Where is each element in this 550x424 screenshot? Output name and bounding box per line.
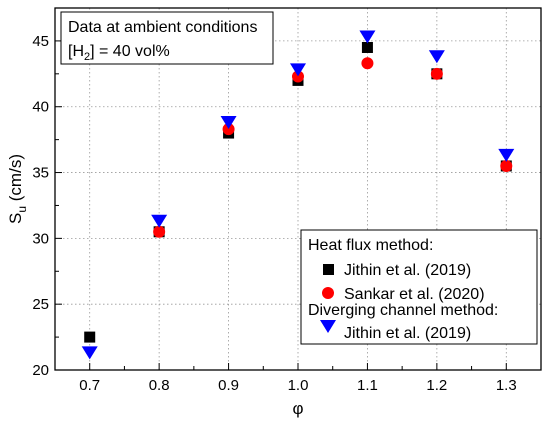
annotation-box: Data at ambient conditions [H2] = 40 vol…	[60, 11, 274, 65]
y-axis-subscript: u	[15, 206, 29, 213]
y-axis-title: Su (cm/s)	[6, 154, 29, 224]
data-point-circle	[222, 123, 235, 136]
legend-label-series-1: Jithin et al. (2019)	[344, 262, 471, 279]
data-point-triangle	[81, 346, 98, 360]
data-point-square	[361, 41, 373, 53]
y-axis-unit: (cm/s)	[6, 154, 25, 206]
data-marks	[81, 30, 515, 360]
x-tick-label: 1.0	[288, 377, 309, 394]
x-axis-title: φ	[292, 399, 303, 418]
legend-group-diverging: Diverging channel method:	[308, 302, 498, 319]
annotation-line-2: [H2] = 40 vol%	[68, 43, 170, 63]
data-point-circle	[361, 57, 374, 70]
data-point-circle	[292, 70, 304, 83]
annotation-frame	[60, 11, 274, 65]
x-tick-label: 0.8	[149, 377, 170, 394]
y-tick-label: 40	[32, 99, 49, 116]
y-tick-label: 35	[32, 165, 49, 182]
y-tick-label: 45	[32, 33, 49, 50]
data-point-triangle	[359, 30, 376, 44]
legend-marker-triangle	[320, 320, 336, 333]
axis-ticks	[54, 7, 542, 371]
x-tick-label: 1.3	[496, 377, 517, 394]
x-tick-label: 1.1	[357, 377, 378, 394]
data-point-circle	[500, 159, 513, 172]
annotation-line-1: Data at ambient conditions	[68, 19, 257, 36]
x-tick-label: 1.2	[426, 377, 447, 394]
y-tick-label: 20	[32, 362, 49, 379]
x-tick-label: 0.7	[79, 377, 100, 394]
legend-marker-square	[323, 264, 334, 275]
data-point-triangle	[220, 116, 237, 130]
data-point-triangle	[151, 214, 168, 228]
legend-label-series-3: Jithin et al. (2019)	[344, 325, 471, 342]
data-point-triangle	[428, 50, 445, 64]
legend: Heat flux method: Jithin et al. (2019) S…	[300, 229, 538, 345]
legend-frame	[300, 229, 538, 345]
tick-labels: 0.7 0.8 0.9 1.0 1.1 1.2 1.3 20 25 30 35 40 45	[32, 33, 516, 394]
x-tick-label: 0.9	[218, 377, 239, 394]
data-point-circle	[430, 67, 443, 80]
data-point-circle	[153, 225, 166, 238]
data-point-square	[84, 331, 96, 343]
y-axis-symbol: S	[6, 213, 25, 224]
legend-label-series-2: Sankar et al. (2020)	[344, 286, 485, 303]
data-point-triangle	[290, 63, 306, 77]
y-tick-label: 30	[32, 230, 49, 247]
legend-marker-circle	[322, 287, 334, 299]
legend-group-heat-flux: Heat flux method:	[308, 237, 433, 254]
y-tick-label: 25	[32, 296, 49, 313]
data-point-triangle	[498, 148, 515, 162]
